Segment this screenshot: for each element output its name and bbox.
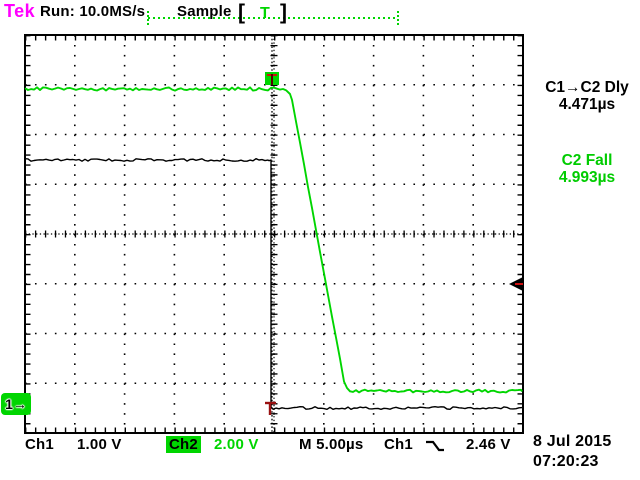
measurement-delay-value: 4.471µs xyxy=(558,96,616,113)
measurement-fall-value: 4.993µs xyxy=(558,169,616,186)
time-readout: 07:20:23 xyxy=(533,453,599,470)
tek-logo: Tek xyxy=(4,1,36,21)
measurement-fall-label: C2 Fall xyxy=(561,152,613,169)
measurement-delay: C1→C2 Dly 4.471µs xyxy=(532,79,640,113)
ch2-scale: 2.00 V xyxy=(214,436,259,453)
ch1-label: Ch1 xyxy=(25,436,54,453)
ch2-label: Ch2 xyxy=(166,436,201,453)
record-view-trigger-marker: T xyxy=(260,5,270,22)
trigger-source-readout: Ch1 xyxy=(384,436,413,453)
timebase-readout: M 5.00µs xyxy=(299,436,364,453)
channel-ground-marker: 1→ xyxy=(1,393,31,415)
measurement-fall: C2 Fall 4.993µs xyxy=(532,152,640,186)
falling-edge-icon xyxy=(426,440,444,452)
record-view-left-bracket: [ xyxy=(238,1,245,24)
ch2-trace xyxy=(24,86,523,394)
measurement-delay-label: C1→C2 Dly xyxy=(545,79,629,96)
acquisition-mode: Sample xyxy=(177,3,232,20)
acquisition-status: Run: 10.0MS/s xyxy=(40,3,146,20)
date-readout: 8 Jul 2015 xyxy=(533,433,612,450)
ch1-scale: 1.00 V xyxy=(77,436,122,453)
record-view-right-bracket: ] xyxy=(280,1,287,24)
trigger-level-readout: 2.46 V xyxy=(466,436,511,453)
